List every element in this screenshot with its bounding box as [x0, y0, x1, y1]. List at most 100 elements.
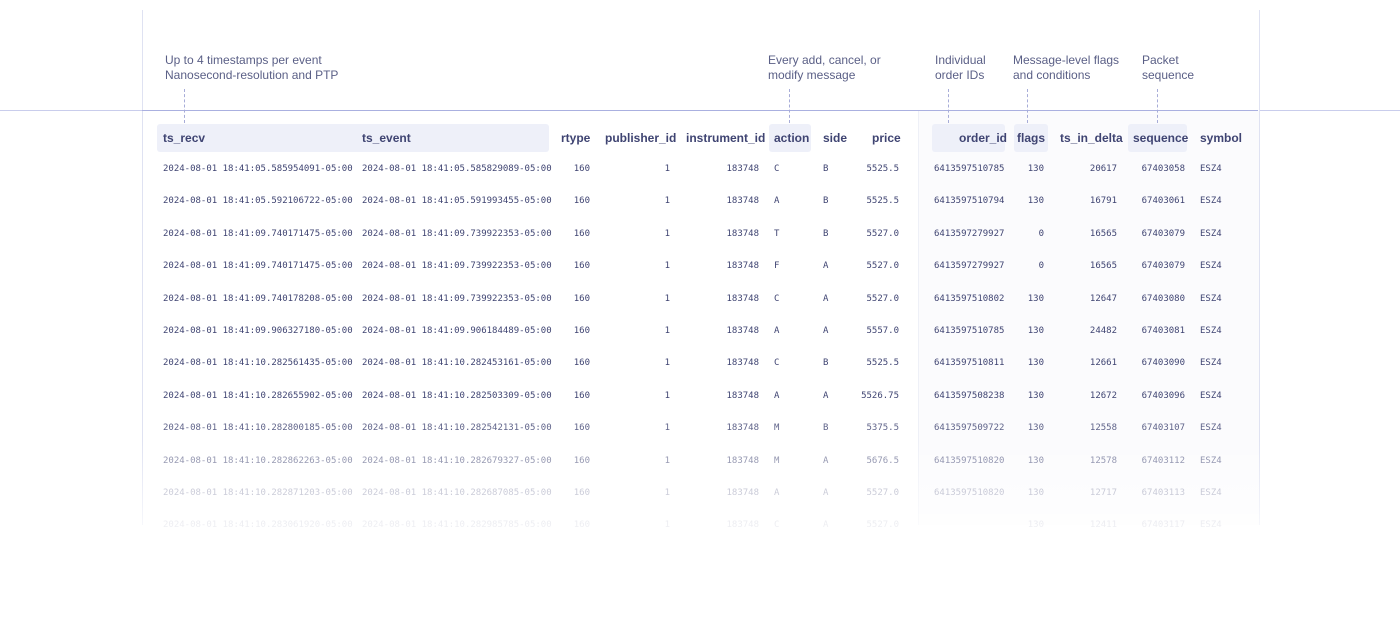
cell-rtype: 160 — [573, 326, 590, 336]
cell-price: 5527.0 — [866, 520, 899, 531]
cell-ts-in-delta: 24482 — [1089, 326, 1117, 336]
cell-ts-in-delta: 12558 — [1089, 423, 1117, 434]
cell-rtype: 160 — [573, 488, 590, 498]
cell-side: B — [823, 423, 829, 434]
cell-sequence: 67403112 — [1141, 455, 1185, 466]
cell-side: B — [823, 358, 829, 369]
cell-instrument-id: 183748 — [726, 358, 759, 369]
table-row[interactable]: 2024-08-01 18:41:10.282655902-05:00 2024-… — [0, 389, 1400, 403]
cell-publisher-id: 1 — [664, 228, 670, 239]
cell-side: A — [823, 390, 829, 401]
cell-side: A — [823, 455, 829, 466]
cell-publisher-id: 1 — [664, 293, 670, 304]
column-header-sequence[interactable]: sequence — [1133, 131, 1189, 145]
cell-flags: 130 — [1027, 196, 1044, 207]
cell-side: A — [823, 326, 829, 336]
table-row[interactable]: 2024-08-01 18:41:09.906327180-05:00 2024-… — [0, 324, 1400, 338]
cell-ts-recv: 2024-08-01 18:41:05.592106722-05:00 — [163, 196, 353, 207]
table-row[interactable]: 2024-08-01 18:41:09.740171475-05:00 2024-… — [0, 227, 1400, 241]
cell-flags: 130 — [1027, 390, 1044, 401]
cell-ts-recv: 2024-08-01 18:41:10.283061920-05:00 — [163, 520, 353, 531]
cell-rtype: 160 — [573, 164, 590, 174]
cell-price: 5527.0 — [866, 488, 899, 498]
cell-instrument-id: 183748 — [726, 488, 759, 498]
table-row[interactable]: 2024-08-01 18:41:10.282800185-05:00 2024-… — [0, 421, 1400, 435]
cell-publisher-id: 1 — [664, 261, 670, 272]
cell-flags: 0 — [1038, 261, 1044, 272]
table-row[interactable]: 2024-08-01 18:41:10.282871203-05:00 2024-… — [0, 486, 1400, 500]
highlight-order-id — [932, 124, 1005, 152]
cell-ts-in-delta: 16565 — [1089, 261, 1117, 272]
cell-action: F — [774, 261, 780, 272]
cell-publisher-id: 1 — [664, 358, 670, 369]
cell-order-id: 6413597510820 — [934, 455, 1005, 466]
column-header-rtype[interactable]: rtype — [561, 131, 591, 145]
cell-action: C — [774, 520, 780, 531]
cell-symbol: ESZ4 — [1200, 196, 1222, 207]
cell-instrument-id: 183748 — [726, 293, 759, 304]
cell-publisher-id: 1 — [664, 326, 670, 336]
table-row[interactable]: 2024-08-01 18:41:10.283061920-05:00 2024-… — [0, 518, 1400, 532]
column-header-action[interactable]: action — [774, 131, 810, 145]
cell-rtype: 160 — [573, 423, 590, 434]
connector-flags — [1027, 89, 1028, 123]
column-header-publisher-id[interactable]: publisher_id — [605, 131, 677, 145]
cell-ts-recv: 2024-08-01 18:41:09.906327180-05:00 — [163, 326, 353, 336]
cell-ts-recv: 2024-08-01 18:41:05.585954091-05:00 — [163, 164, 353, 174]
cell-order-id: 6413597510820 — [934, 488, 1005, 498]
column-header-instrument-id[interactable]: instrument_id — [686, 131, 766, 145]
cell-side: A — [823, 261, 829, 272]
cell-sequence: 67403090 — [1141, 358, 1185, 369]
table-row[interactable]: 2024-08-01 18:41:10.282561435-05:00 2024-… — [0, 356, 1400, 370]
cell-order-id: 6413597510794 — [934, 196, 1005, 207]
cell-ts-event: 2024-08-01 18:41:05.591993455-05:00 — [362, 196, 552, 207]
cell-action: C — [774, 164, 780, 174]
cell-order-id: 6413597508238 — [934, 390, 1005, 401]
highlight-timestamps — [157, 124, 549, 152]
table-row[interactable]: 2024-08-01 18:41:09.740171475-05:00 2024-… — [0, 259, 1400, 273]
cell-order-id: 6413597510785 — [934, 326, 1005, 336]
cell-flags: 130 — [1027, 358, 1044, 369]
table-row[interactable]: 2024-08-01 18:41:09.740178208-05:00 2024-… — [0, 292, 1400, 306]
cell-flags: 130 — [1027, 164, 1044, 174]
column-header-ts-recv[interactable]: ts_recv — [163, 131, 206, 145]
column-header-symbol[interactable]: symbol — [1200, 131, 1243, 145]
cell-price: 5527.0 — [866, 293, 899, 304]
column-header-price[interactable]: price — [872, 131, 901, 145]
column-header-side[interactable]: side — [823, 131, 848, 145]
cell-flags: 130 — [1027, 326, 1044, 336]
cell-order-id: 6413597510811 — [934, 358, 1005, 369]
annotation-order-ids: Individual order IDs — [935, 53, 986, 82]
cell-ts-recv: 2024-08-01 18:41:10.282561435-05:00 — [163, 358, 353, 369]
cell-sequence: 67403079 — [1141, 261, 1185, 272]
cell-ts-event: 2024-08-01 18:41:09.739922353-05:00 — [362, 293, 552, 304]
cell-ts-in-delta: 12717 — [1089, 488, 1117, 498]
cell-instrument-id: 183748 — [726, 326, 759, 336]
cell-rtype: 160 — [573, 520, 590, 531]
cell-price: 5526.75 — [861, 390, 899, 401]
cell-sequence: 67403096 — [1141, 390, 1185, 401]
cell-sequence: 67403061 — [1141, 196, 1185, 207]
cell-publisher-id: 1 — [664, 164, 670, 174]
cell-ts-recv: 2024-08-01 18:41:10.282655902-05:00 — [163, 390, 353, 401]
cell-ts-in-delta: 12578 — [1089, 455, 1117, 466]
column-header-ts-in-delta[interactable]: ts_in_delta — [1060, 131, 1123, 145]
cell-symbol: ESZ4 — [1200, 423, 1222, 434]
column-header-flags[interactable]: flags — [1017, 131, 1046, 145]
table-row[interactable]: 2024-08-01 18:41:05.592106722-05:00 2024-… — [0, 194, 1400, 208]
cell-ts-in-delta: 12661 — [1089, 358, 1117, 369]
cell-ts-in-delta: 12411 — [1089, 520, 1117, 531]
table-row[interactable]: 2024-08-01 18:41:10.282862263-05:00 2024-… — [0, 454, 1400, 468]
cell-rtype: 160 — [573, 358, 590, 369]
connector-timestamps — [184, 89, 185, 123]
cell-price: 5527.0 — [866, 261, 899, 272]
header-divider — [142, 110, 1258, 111]
cell-action: A — [774, 326, 780, 336]
cell-instrument-id: 183748 — [726, 261, 759, 272]
table-row[interactable]: 2024-08-01 18:41:05.585954091-05:00 2024-… — [0, 162, 1400, 176]
cell-ts-recv: 2024-08-01 18:41:09.740178208-05:00 — [163, 293, 353, 304]
cell-rtype: 160 — [573, 261, 590, 272]
cell-price: 5525.5 — [866, 358, 899, 369]
column-header-order-id[interactable]: order_id — [959, 131, 1008, 145]
column-header-ts-event[interactable]: ts_event — [362, 131, 411, 145]
